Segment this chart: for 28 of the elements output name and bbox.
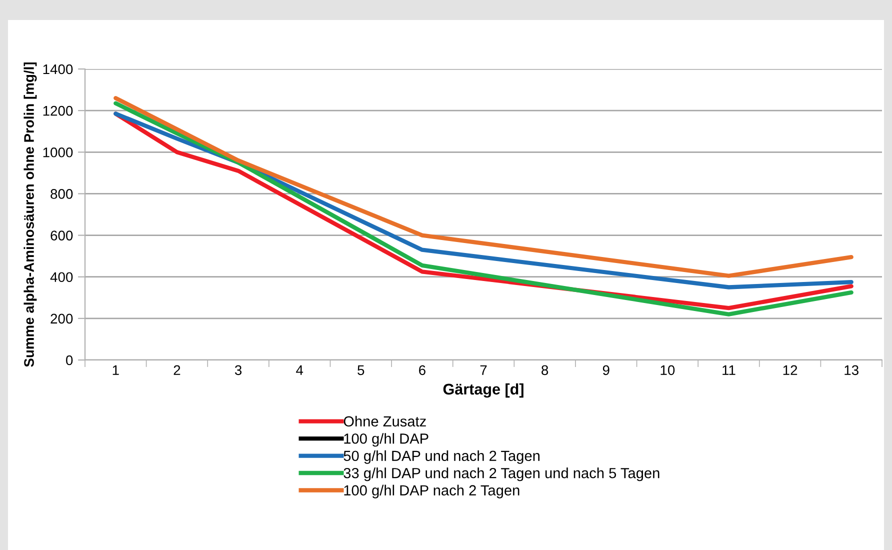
- y-tick-label: 0: [66, 355, 73, 366]
- y-tick-label: 800: [50, 189, 73, 199]
- x-tick-label: 4: [296, 365, 304, 375]
- x-tick-label: 10: [660, 365, 675, 376]
- x-tick-label: 6: [419, 365, 426, 376]
- x-tick-label: 1: [112, 365, 119, 375]
- x-tick-label: 12: [783, 365, 798, 375]
- legend-label: 33 g/hl DAP und nach 2 Tagen und nach 5 Tagen: [344, 468, 660, 482]
- x-tick-label: 9: [602, 365, 610, 376]
- x-tick-label: 8: [542, 365, 548, 376]
- y-tick-label: 1000: [43, 147, 73, 158]
- x-tick-label: 13: [844, 365, 858, 376]
- x-tick-label: 7: [480, 365, 487, 375]
- y-tick-label: 1400: [43, 64, 73, 74]
- x-tick-label: 5: [358, 365, 364, 376]
- legend-label: 100 g/hl DAP nach 2 Tagen: [344, 484, 520, 498]
- y-tick-label: 600: [50, 230, 73, 240]
- x-tick-label: 2: [174, 365, 180, 375]
- y-tick-label: 1200: [43, 106, 73, 116]
- y-axis-title: Summe alpha-Aminosäuren ohne Prolin [mg/l]: [24, 62, 37, 367]
- x-axis-title: Gärtage [d]: [443, 383, 524, 398]
- legend-label: Ohne Zusatz: [344, 416, 426, 427]
- x-tick-label: 11: [722, 365, 736, 375]
- x-tick-label: 3: [234, 365, 242, 376]
- y-tick-label: 200: [50, 314, 73, 324]
- legend-label: 50 g/hl DAP und nach 2 Tagen: [344, 450, 540, 464]
- legend-label: 100 g/hl DAP: [344, 433, 428, 447]
- y-tick-label: 400: [50, 272, 73, 282]
